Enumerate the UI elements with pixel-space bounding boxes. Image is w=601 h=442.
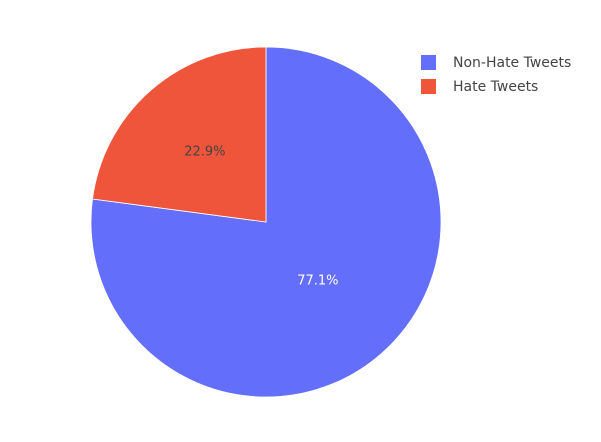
legend-swatch-non-hate-tweets — [421, 55, 436, 70]
pie-slice-hate-tweets[interactable] — [92, 46, 267, 223]
slice-labels-layer: 77.1% 22.9% — [184, 145, 338, 289]
slice-label-non-hate-tweets: 77.1% — [297, 274, 338, 289]
slices-layer — [90, 46, 442, 398]
legend[interactable]: Non-Hate Tweets Hate Tweets — [421, 55, 571, 95]
legend-item-non-hate-tweets[interactable]: Non-Hate Tweets — [421, 55, 571, 71]
legend-swatch-hate-tweets — [421, 79, 436, 94]
legend-item-hate-tweets[interactable]: Hate Tweets — [421, 79, 538, 95]
slice-label-hate-tweets: 22.9% — [184, 145, 225, 160]
legend-label-hate-tweets: Hate Tweets — [453, 79, 538, 95]
legend-label-non-hate-tweets: Non-Hate Tweets — [453, 55, 571, 71]
